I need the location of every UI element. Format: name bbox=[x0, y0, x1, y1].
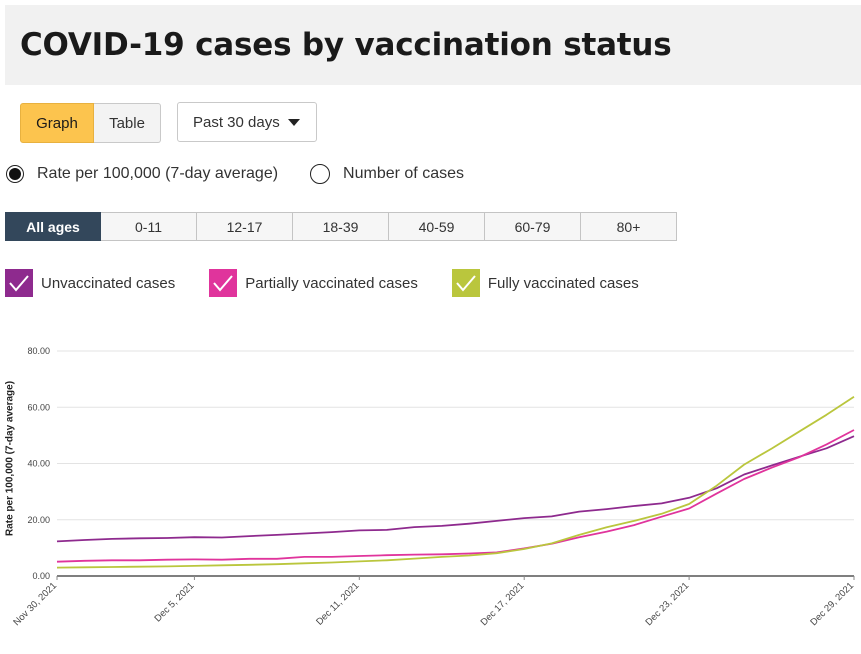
title-bar: COVID-19 cases by vaccination status bbox=[5, 5, 861, 85]
radio-unselected-icon bbox=[310, 164, 331, 184]
y-tick-label: 0.00 bbox=[32, 571, 50, 581]
x-tick-label: Dec 23, 2021 bbox=[643, 580, 691, 628]
legend: Unvaccinated cases Partially vaccinated … bbox=[5, 269, 639, 297]
x-tick-label: Dec 29, 2021 bbox=[808, 580, 856, 628]
date-range-select[interactable]: Past 30 days bbox=[177, 102, 317, 142]
series-line-fully-vaccinated-cases bbox=[56, 396, 855, 569]
y-tick-label: 40.00 bbox=[27, 459, 50, 469]
age-tab-0-11[interactable]: 0-11 bbox=[101, 212, 197, 241]
x-tick-label: Nov 30, 2021 bbox=[11, 580, 59, 628]
legend-item-fully-vaccinated[interactable]: Fully vaccinated cases bbox=[451, 269, 639, 297]
checkbox-checked-icon bbox=[5, 269, 33, 297]
legend-item-unvaccinated[interactable]: Unvaccinated cases bbox=[5, 269, 175, 297]
table-view-button[interactable]: Table bbox=[94, 103, 161, 143]
radio-number-label: Number of cases bbox=[343, 165, 464, 182]
legend-label-unvaccinated: Unvaccinated cases bbox=[41, 274, 176, 292]
legend-item-partially-vaccinated[interactable]: Partially vaccinated cases bbox=[209, 269, 418, 297]
y-tick-label: 80.00 bbox=[27, 346, 50, 356]
age-tab-80-plus[interactable]: 80+ bbox=[581, 212, 677, 241]
age-tab-18-39[interactable]: 18-39 bbox=[293, 212, 389, 241]
series-line-partially-vaccinated-cases bbox=[56, 429, 855, 563]
radio-selected-icon bbox=[6, 165, 24, 183]
checkbox-checked-icon bbox=[451, 269, 480, 297]
age-tab-12-17[interactable]: 12-17 bbox=[197, 212, 293, 241]
age-tabs: All ages 0-11 12-17 18-39 40-59 60-79 80… bbox=[5, 212, 677, 241]
line-chart: 0.00 20.00 40.00 60.00 80.00 Nov 30, 2021 Dec … bbox=[11, 346, 856, 628]
series-line-unvaccinated-cases bbox=[56, 435, 855, 543]
chart: Rate per 100,000 (7-day average) 0.00 20.… bbox=[0, 330, 861, 649]
x-tick-label: Dec 11, 2021 bbox=[314, 580, 361, 627]
y-axis-label: Rate per 100,000 (7-day average) bbox=[4, 380, 16, 537]
y-tick-label: 60.00 bbox=[27, 402, 50, 412]
date-range-value: Past 30 days bbox=[193, 113, 280, 131]
x-tick-label: Dec 5, 2021 bbox=[153, 580, 197, 624]
y-tick-label: 20.00 bbox=[27, 515, 50, 525]
legend-label-fully-vaccinated: Fully vaccinated cases bbox=[487, 274, 639, 292]
measure-radio-group: Rate per 100,000 (7-day average) Number … bbox=[6, 164, 464, 184]
page-title: COVID-19 cases by vaccination status bbox=[20, 27, 672, 63]
age-tab-all[interactable]: All ages bbox=[5, 212, 101, 241]
legend-label-partially-vaccinated: Partially vaccinated cases bbox=[245, 274, 418, 292]
checkbox-checked-icon bbox=[209, 269, 238, 297]
view-toggle: Graph Table bbox=[20, 103, 161, 143]
graph-view-button[interactable]: Graph bbox=[20, 103, 94, 143]
caret-down-icon bbox=[288, 119, 300, 126]
age-tab-60-79[interactable]: 60-79 bbox=[485, 212, 581, 241]
age-tab-40-59[interactable]: 40-59 bbox=[389, 212, 485, 241]
radio-rate[interactable]: Rate per 100,000 (7-day average) bbox=[6, 165, 278, 183]
radio-number[interactable]: Number of cases bbox=[310, 164, 464, 184]
radio-rate-label: Rate per 100,000 (7-day average) bbox=[37, 165, 279, 182]
x-tick-label: Dec 17, 2021 bbox=[479, 580, 527, 628]
